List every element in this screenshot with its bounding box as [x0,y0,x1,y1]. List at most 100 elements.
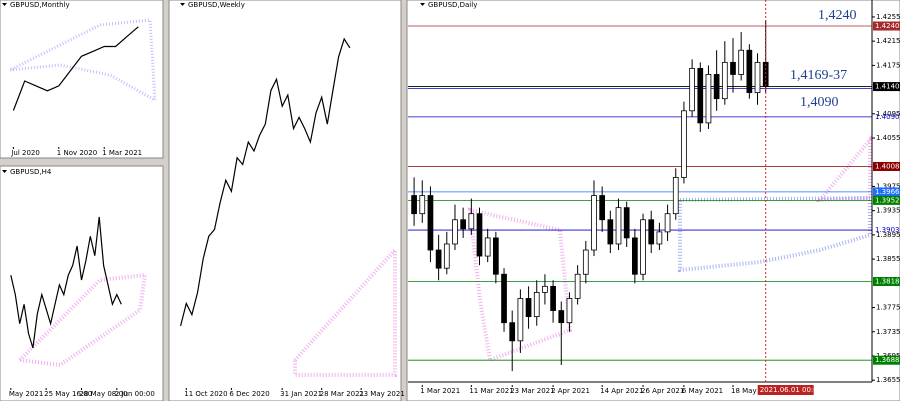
y-tick-label: 1.3935 [876,207,900,215]
y-tick-label: 1.4095 [876,110,900,118]
price-line [12,26,139,111]
candle-body [493,237,499,275]
candle-body [656,231,663,245]
y-tick-label: 1.3655 [876,376,900,384]
y-tick-label: 1.3855 [876,255,900,263]
price-line [180,37,351,327]
x-tick-label: 25 May 16:00 [44,390,92,398]
candle-body [746,49,753,94]
candle-body [754,61,761,94]
candle-body [689,68,695,112]
candle-body [476,213,483,257]
title-arrow [2,170,7,173]
candle-body [574,273,581,299]
level-box [873,82,900,92]
y-tick-label: 1.4255 [876,13,900,21]
candle-body [730,61,736,75]
panel-monthly [0,0,164,159]
chart-title: GBPUSD,Weekly [188,1,245,9]
candle-body [435,249,442,269]
level-label: 1.3688 [875,356,900,364]
x-tick-label: 26 Apr 2021 [641,387,684,395]
title-arrow [180,3,185,6]
x-tick-label: 1 Mar 2021 [102,149,142,157]
level-label: 1.4090 [875,113,900,121]
y-tick-label: 1.4055 [876,134,900,142]
candle-body [468,213,475,230]
level-box [873,195,900,205]
annotation: 1,4169-37 [790,68,847,83]
candle-body [542,285,548,293]
candle-body [452,219,458,245]
candle-body [419,195,426,215]
cloud-pink [467,207,573,363]
x-tick-label: 23 Mar 2021 [510,387,554,395]
x-tick-label: 1 Mar 2021 [420,387,460,395]
price-line [10,216,122,349]
x-tick-label: 2 Jun 00:00 [115,390,155,398]
candle-body [443,243,450,269]
x-tick-label: 23 May 2021 [359,390,405,398]
level-box [873,187,900,197]
candle-body [681,110,687,178]
cloud-pink [293,244,397,377]
x-tick-label: 6 Dec 2020 [229,390,269,398]
y-tick-label: 1.3895 [876,231,900,239]
title-arrow [420,3,425,6]
level-label: 1.3818 [875,278,900,286]
x-tick-label: 11 Oct 2020 [184,390,227,398]
level-box [873,21,900,31]
level-box [873,161,900,171]
x-tick-label: 2 Apr 2021 [551,387,590,395]
level-label: 1.3966 [875,188,900,196]
panel-weekly [168,0,402,402]
candle-body [411,195,417,215]
candle-body [509,322,516,342]
candle-body [697,68,704,124]
level-box [873,277,900,287]
candle-body [640,219,646,275]
cursor-label: 2021.06.01 00:00 [760,386,822,394]
y-tick-label: 1.4215 [876,37,900,45]
cloud-blue [678,195,872,273]
candle-body [738,49,745,75]
candle-body [721,61,728,100]
chart-title: GBPUSD,Monthly [10,1,70,9]
panel-h4 [0,165,164,402]
x-tick-label: 28 Mar 2021 [320,390,364,398]
y-tick-label: 1.3775 [876,304,900,312]
level-label: 1.3903 [875,226,900,234]
chart-title: GBPUSD,Daily [428,1,477,9]
candle-body [672,176,679,215]
y-tick-label: 1.4175 [876,61,900,69]
x-tick-label: Jul 2020 [10,149,40,157]
candle-body [607,219,614,245]
level-box [873,355,900,365]
candle-body [484,237,491,257]
x-tick-label: 6 May 2021 [682,387,723,395]
annotation: 1,4090 [800,95,839,110]
candle-body [566,298,573,324]
candle-body [705,74,712,124]
level-label: 1.4140 [875,83,900,91]
candle-body [501,273,507,324]
candle-body [525,298,532,318]
candle-body [623,207,630,239]
x-tick-label: 18 May 2 [731,387,763,395]
candle-body [582,249,589,275]
level-label: 1.4240 [875,22,900,30]
candle-body [517,298,524,342]
level-label: 1.3952 [875,196,900,204]
x-tick-label: May 2021 [9,390,44,398]
candle-body [615,207,622,245]
candle-body [427,195,434,251]
candle-body [460,219,467,230]
x-tick-label: 14 Apr 2021 [600,387,643,395]
candle-body [632,237,638,275]
annotation: 1,4240 [818,8,857,23]
x-tick-label: 11 Mar 2021 [469,387,513,395]
candle-body [713,74,720,100]
y-tick-label: 1.3735 [876,328,900,336]
title-arrow [2,3,7,6]
